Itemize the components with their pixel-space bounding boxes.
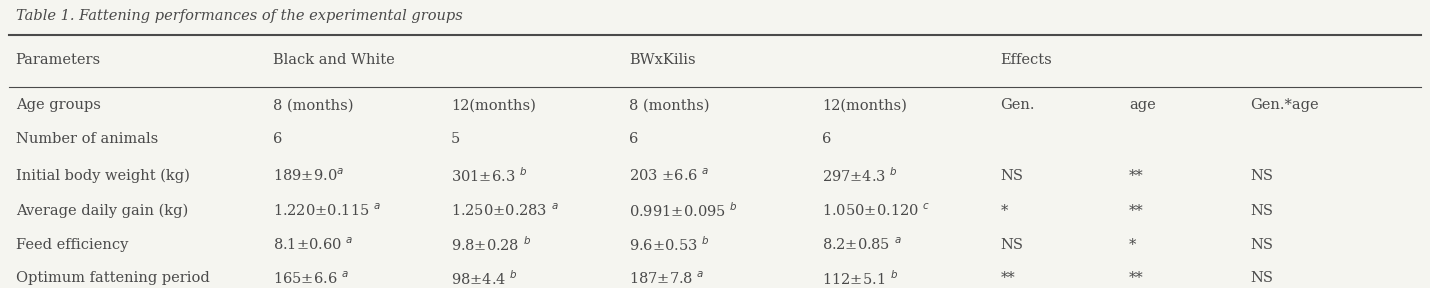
Text: NS: NS xyxy=(1001,238,1024,252)
Text: 165±6.6 $^{a}$: 165±6.6 $^{a}$ xyxy=(273,270,349,287)
Text: Black and White: Black and White xyxy=(273,52,395,67)
Text: Feed efficiency: Feed efficiency xyxy=(16,238,129,252)
Text: 9.8±0.28 $^{b}$: 9.8±0.28 $^{b}$ xyxy=(450,235,531,254)
Text: Average daily gain (kg): Average daily gain (kg) xyxy=(16,204,187,218)
Text: **: ** xyxy=(1001,272,1015,285)
Text: Age groups: Age groups xyxy=(16,98,100,113)
Text: age: age xyxy=(1128,98,1155,113)
Text: 5: 5 xyxy=(450,132,460,146)
Text: NS: NS xyxy=(1250,204,1273,218)
Text: Optimum fattening period: Optimum fattening period xyxy=(16,272,209,285)
Text: 6: 6 xyxy=(822,132,831,146)
Text: NS: NS xyxy=(1001,169,1024,183)
Text: 8.1±0.60 $^{a}$: 8.1±0.60 $^{a}$ xyxy=(273,236,353,253)
Text: 1.050±0.120 $^{c}$: 1.050±0.120 $^{c}$ xyxy=(822,202,931,219)
Text: *: * xyxy=(1001,204,1008,218)
Text: Table 1. Fattening performances of the experimental groups: Table 1. Fattening performances of the e… xyxy=(16,10,462,24)
Text: 8.2±0.85 $^{a}$: 8.2±0.85 $^{a}$ xyxy=(822,236,902,253)
Text: Parameters: Parameters xyxy=(16,52,100,67)
Text: 1.220±0.115 $^{a}$: 1.220±0.115 $^{a}$ xyxy=(273,202,380,219)
Text: Gen.: Gen. xyxy=(1001,98,1035,113)
Text: 8 (months): 8 (months) xyxy=(273,98,353,113)
Text: NS: NS xyxy=(1250,169,1273,183)
Text: 8 (months): 8 (months) xyxy=(629,98,709,113)
Text: BWxKilis: BWxKilis xyxy=(629,52,696,67)
Text: 6: 6 xyxy=(629,132,639,146)
Text: **: ** xyxy=(1128,272,1144,285)
Text: Effects: Effects xyxy=(1001,52,1052,67)
Text: 98±4.4 $^{b}$: 98±4.4 $^{b}$ xyxy=(450,269,518,288)
Text: *: * xyxy=(1128,238,1137,252)
Text: 297±4.3 $^{b}$: 297±4.3 $^{b}$ xyxy=(822,166,898,185)
Text: Number of animals: Number of animals xyxy=(16,132,157,146)
Text: 12(months): 12(months) xyxy=(450,98,536,113)
Text: 1.250±0.283 $^{a}$: 1.250±0.283 $^{a}$ xyxy=(450,202,559,219)
Text: 0.991±0.095 $^{b}$: 0.991±0.095 $^{b}$ xyxy=(629,202,738,220)
Text: 301±6.3 $^{b}$: 301±6.3 $^{b}$ xyxy=(450,166,528,185)
Text: 203 ±6.6 $^{a}$: 203 ±6.6 $^{a}$ xyxy=(629,167,709,184)
Text: NS: NS xyxy=(1250,272,1273,285)
Text: 6: 6 xyxy=(273,132,282,146)
Text: 9.6±0.53 $^{b}$: 9.6±0.53 $^{b}$ xyxy=(629,235,711,254)
Text: **: ** xyxy=(1128,204,1144,218)
Text: NS: NS xyxy=(1250,238,1273,252)
Text: 12(months): 12(months) xyxy=(822,98,907,113)
Text: 189±9.0$^{a}$: 189±9.0$^{a}$ xyxy=(273,167,343,184)
Text: Gen.*age: Gen.*age xyxy=(1250,98,1318,113)
Text: Initial body weight (kg): Initial body weight (kg) xyxy=(16,168,190,183)
Text: 112±5.1 $^{b}$: 112±5.1 $^{b}$ xyxy=(822,269,898,288)
Text: **: ** xyxy=(1128,169,1144,183)
Text: 187±7.8 $^{a}$: 187±7.8 $^{a}$ xyxy=(629,270,705,287)
